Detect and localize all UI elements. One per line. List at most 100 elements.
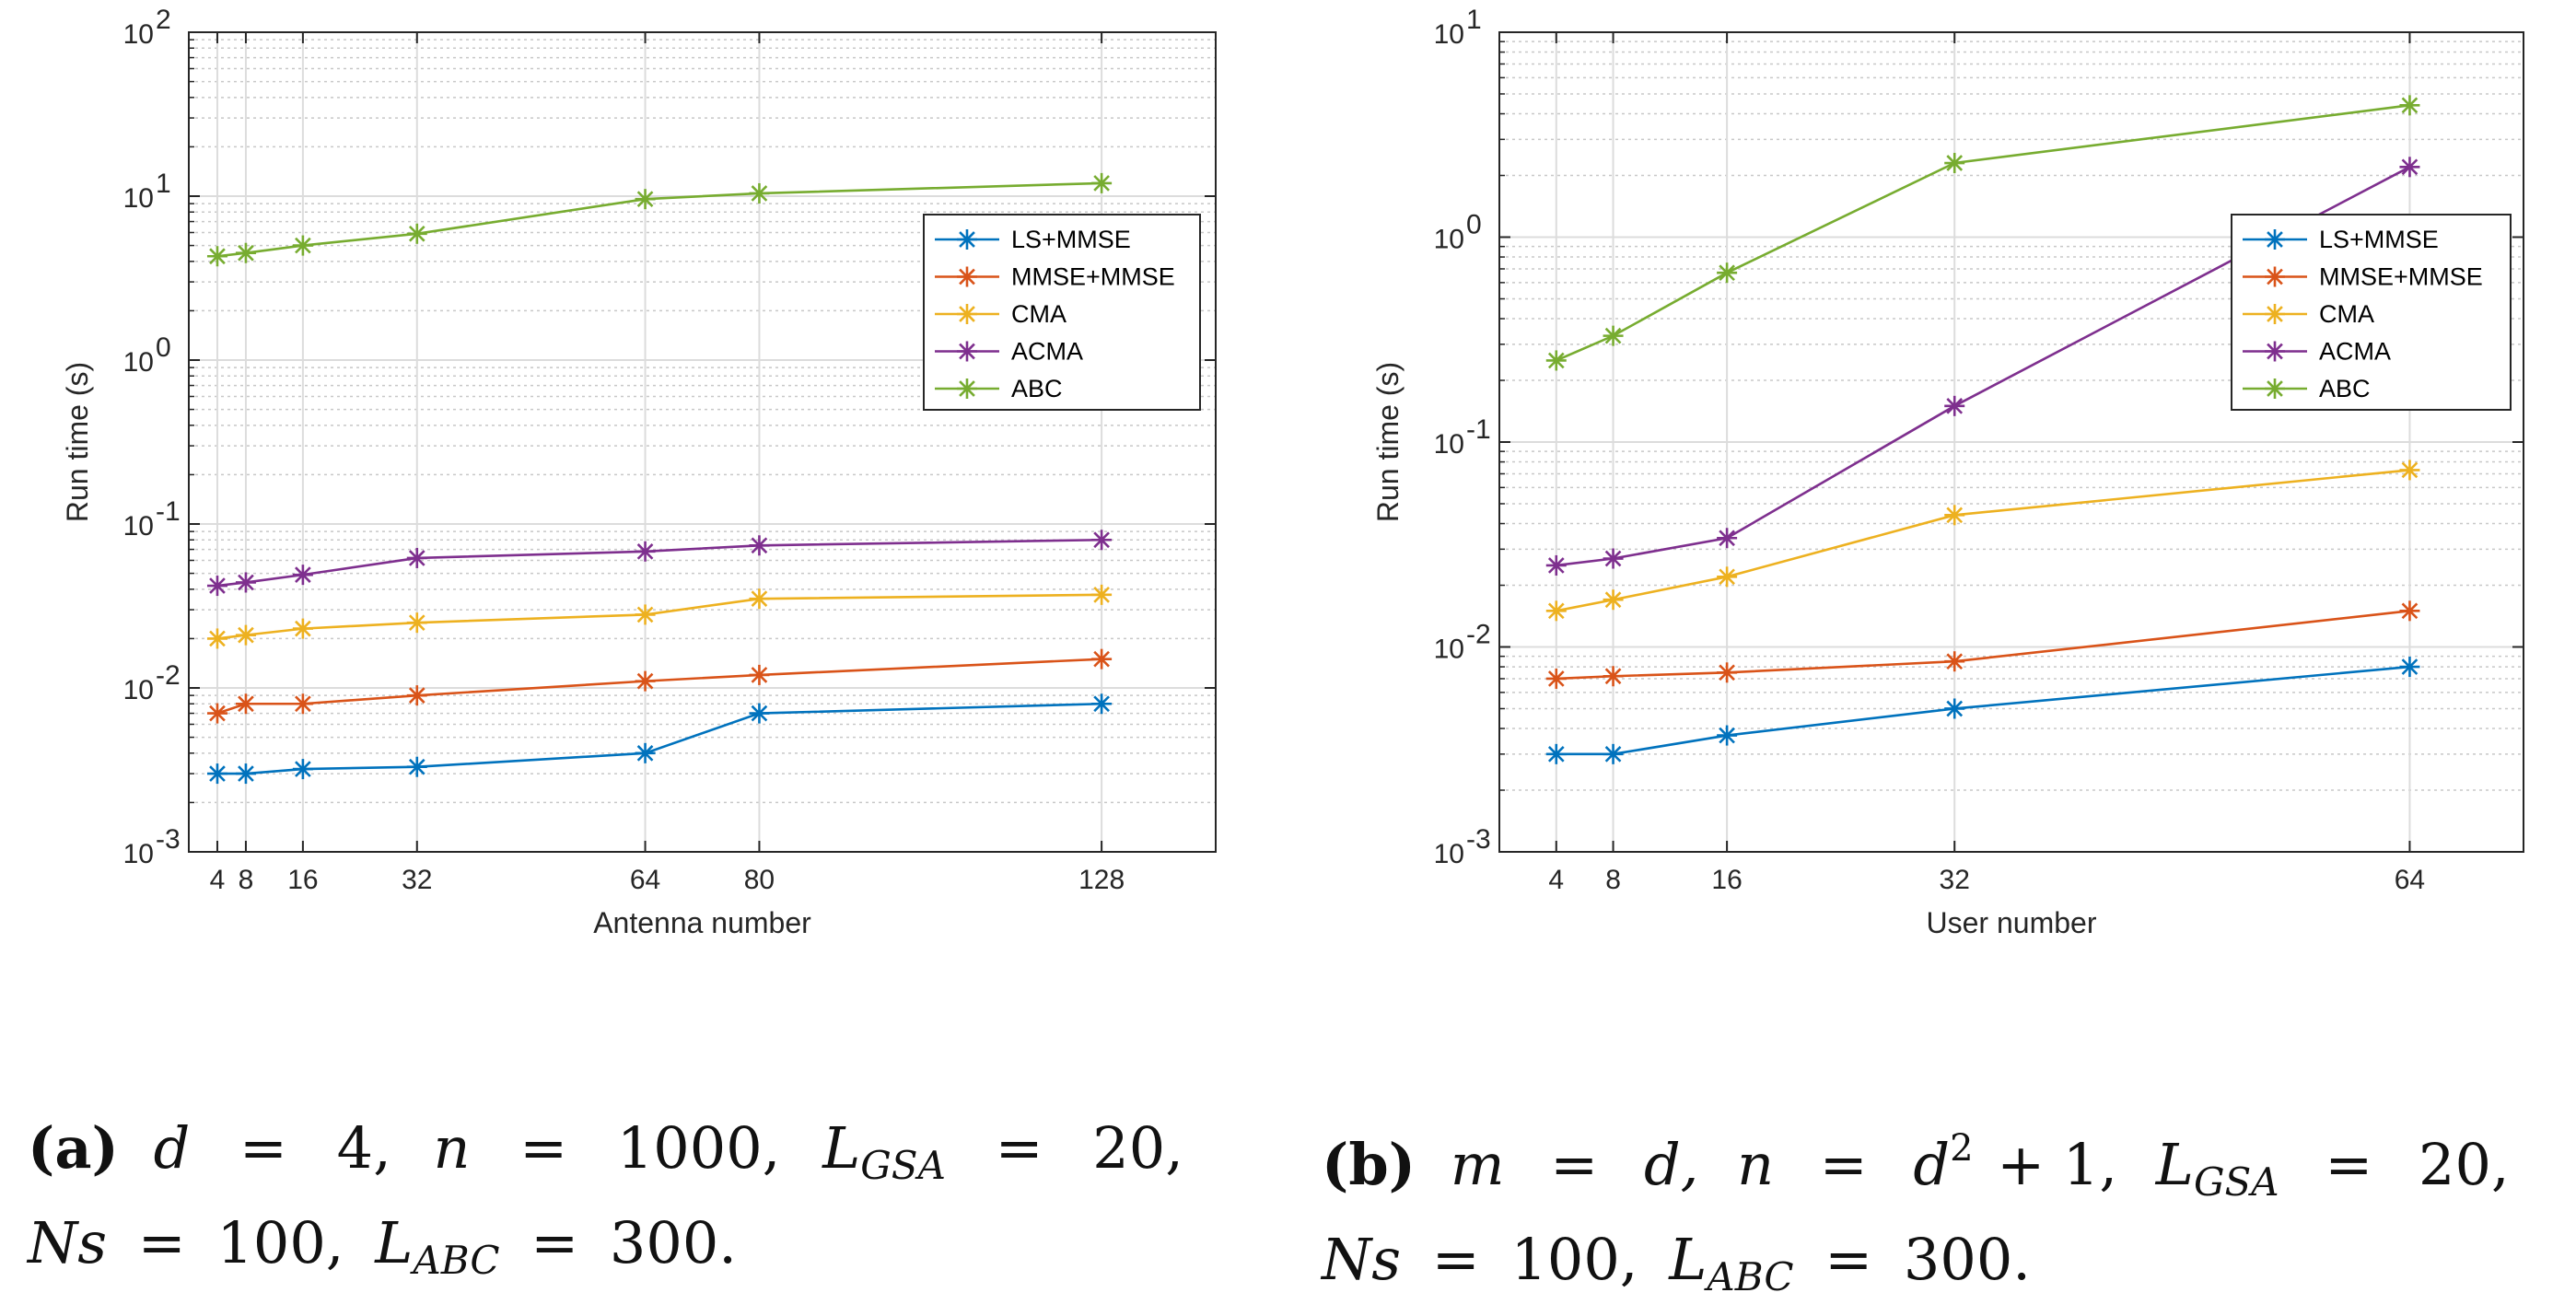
data-point — [2399, 657, 2420, 678]
x-tick-label: 80 — [744, 865, 775, 895]
data-point — [235, 242, 256, 263]
data-point — [1717, 725, 1738, 746]
data-point — [1545, 600, 1567, 622]
caption-b-var-labc: L — [1669, 1226, 1708, 1293]
data-point — [206, 763, 227, 785]
series-cma — [206, 584, 1113, 649]
series-abc — [1545, 95, 2420, 371]
y-tick-label: 10 — [1434, 635, 1464, 665]
legend-entry: CMA — [2319, 300, 2374, 328]
caption-a: (a) d = 4, n = 1000, LGSA = 20, Ns = 100… — [28, 1110, 1183, 1299]
x-tick-label: 16 — [1711, 865, 1742, 895]
data-point — [749, 703, 770, 724]
caption-a-val-labc: 300. — [609, 1209, 737, 1276]
legend-entry: LS+MMSE — [2319, 226, 2439, 253]
caption-a-var-labc: L — [375, 1209, 414, 1276]
x-tick-label: 8 — [1605, 865, 1621, 895]
caption-b-val-ns: 100, — [1510, 1226, 1638, 1293]
caption-b-val-labc: 300. — [1903, 1226, 2031, 1293]
data-point — [292, 693, 313, 715]
data-point — [406, 547, 427, 568]
caption-b-val-m: d, — [1643, 1131, 1699, 1198]
y-tick-label: 10 — [123, 511, 154, 542]
plot-area — [189, 32, 1216, 852]
data-point — [1091, 584, 1113, 605]
data-point — [1091, 648, 1113, 670]
caption-b: (b) m = d, n = d2 + 1, LGSA = 20, Ns = 1… — [1322, 1110, 2510, 1316]
caption-b-val-lgsa: 20, — [2419, 1131, 2510, 1198]
caption-b-val-d: d — [1913, 1131, 1951, 1198]
x-tick-label: 64 — [630, 865, 660, 895]
data-point — [749, 588, 770, 610]
y-tick-label: 10 — [123, 675, 154, 705]
y-axis-label: Run time (s) — [61, 362, 94, 522]
data-point — [2399, 600, 2420, 622]
data-point — [235, 572, 256, 593]
data-point — [635, 604, 656, 625]
data-point — [292, 565, 313, 586]
caption-a-var-lgsa: L — [822, 1114, 861, 1182]
series-acma — [1545, 157, 2420, 576]
data-point — [235, 624, 256, 646]
data-point — [635, 742, 656, 763]
data-point — [2399, 460, 2420, 481]
x-tick-label: 128 — [1078, 865, 1125, 895]
legend-marker — [2265, 341, 2285, 362]
y-tick-label: 10 — [123, 183, 154, 214]
data-point — [235, 763, 256, 785]
chart-a: 10 -310 -210 -110 010 110 24 8 16 32 64 80 128Antenn… — [61, 5, 1217, 939]
caption-a-eq-5: = — [530, 1209, 579, 1276]
legend-entry: LS+MMSE — [1011, 226, 1131, 253]
caption-a-label: (a) — [28, 1114, 119, 1182]
data-point — [749, 664, 770, 685]
caption-a-val-n: 1000, — [616, 1114, 781, 1182]
y-tick-exponent: 1 — [1466, 5, 1482, 35]
legend-marker — [957, 378, 977, 399]
caption-b-eq-4: = — [1431, 1226, 1480, 1293]
y-tick-exponent: 1 — [156, 169, 171, 199]
legend-marker — [2265, 304, 2285, 324]
caption-a-val-ns: 100, — [216, 1209, 344, 1276]
caption-a-sub-gsa: GSA — [860, 1143, 946, 1188]
data-point — [1944, 651, 1965, 672]
y-tick-exponent: 0 — [156, 332, 171, 363]
data-point — [1545, 668, 1567, 689]
caption-b-var-n: n — [1737, 1131, 1774, 1198]
y-tick-label: 10 — [1434, 19, 1464, 50]
legend-marker — [957, 266, 977, 287]
y-tick-exponent: -2 — [1466, 620, 1491, 650]
series-abc — [206, 172, 1113, 267]
y-tick-exponent: -3 — [1466, 824, 1491, 855]
data-point — [2399, 157, 2420, 178]
x-tick-label: 8 — [239, 865, 254, 895]
data-point — [635, 541, 656, 562]
x-tick-label: 64 — [2395, 865, 2425, 895]
series-mmse-mmse — [1545, 600, 2420, 689]
y-tick-label: 10 — [1434, 225, 1464, 255]
legend-marker — [2265, 266, 2285, 287]
data-point — [749, 182, 770, 204]
caption-a-var-ns: Ns — [28, 1209, 108, 1276]
legend-entry: MMSE+MMSE — [1011, 263, 1175, 291]
data-point — [1603, 548, 1624, 569]
caption-b-eq-3: = — [2325, 1131, 2373, 1198]
legend: LS+MMSE MMSE+MMSE CMA ACMA ABC — [923, 214, 1201, 411]
data-point — [406, 685, 427, 706]
legend-marker — [2265, 229, 2285, 250]
data-point — [1545, 350, 1567, 371]
data-point — [292, 235, 313, 256]
x-tick-label: 4 — [1548, 865, 1564, 895]
caption-b-var-m: m — [1450, 1131, 1505, 1198]
legend-entry: MMSE+MMSE — [2319, 263, 2483, 291]
caption-a-eq-3: = — [995, 1114, 1043, 1182]
y-axis-label: Run time (s) — [1371, 362, 1405, 522]
data-point — [635, 189, 656, 210]
data-point — [1944, 395, 1965, 416]
y-tick-label: 10 — [1434, 429, 1464, 460]
caption-a-sub-abc: ABC — [413, 1238, 500, 1283]
caption-b-label: (b) — [1322, 1131, 1416, 1198]
data-point — [1944, 698, 1965, 719]
caption-b-var-ns: Ns — [1322, 1226, 1402, 1293]
